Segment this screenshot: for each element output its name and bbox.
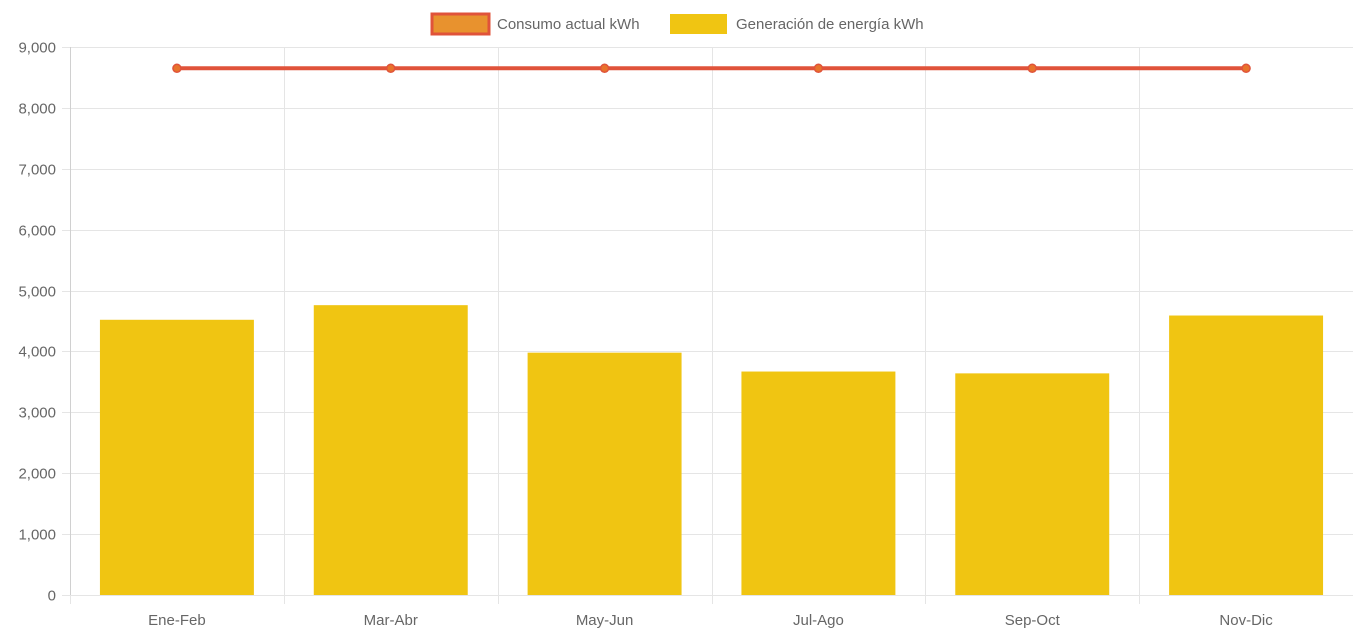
bar-generacion[interactable] <box>741 371 896 595</box>
x-tick-label: Mar-Abr <box>364 612 418 629</box>
bar-generacion[interactable] <box>527 352 682 595</box>
legend-label-generacion[interactable]: Generación de energía kWh <box>736 16 924 33</box>
y-axis: 0 1,000 2,000 3,000 4,000 5,000 6,000 7,000 8,00… <box>18 40 71 605</box>
y-tick-label: 2,000 <box>18 466 56 483</box>
bar-generacion[interactable] <box>955 373 1110 595</box>
legend-label-consumo[interactable]: Consumo actual kWh <box>497 16 640 33</box>
line-series-consumo <box>172 63 1251 74</box>
x-tick-label: Sep-Oct <box>1005 612 1061 629</box>
y-tick-label: 7,000 <box>18 162 56 179</box>
line-point-consumo[interactable] <box>1241 63 1251 74</box>
y-tick-label: 1,000 <box>18 527 56 544</box>
bar-generacion[interactable] <box>313 305 468 595</box>
line-point-consumo[interactable] <box>1027 63 1037 74</box>
x-axis: Ene-Feb Mar-Abr May-Jun Jul-Ago Sep-Oct Nov-D… <box>148 612 1273 629</box>
line-point-consumo[interactable] <box>386 63 396 74</box>
grid <box>62 47 1353 604</box>
bar-series-generacion <box>99 305 1324 595</box>
y-tick-label: 9,000 <box>18 40 56 57</box>
y-tick-label: 3,000 <box>18 405 56 422</box>
line-point-consumo[interactable] <box>813 63 824 74</box>
legend-swatch-generacion[interactable] <box>670 14 727 34</box>
x-tick-label: Ene-Feb <box>148 612 206 629</box>
y-tick-label: 8,000 <box>18 101 56 118</box>
line-point-consumo[interactable] <box>172 63 182 74</box>
x-tick-label: Nov-Dic <box>1219 612 1273 629</box>
y-tick-label: 0 <box>48 588 56 605</box>
y-tick-label: 5,000 <box>18 284 56 301</box>
y-tick-label: 4,000 <box>18 344 56 361</box>
x-tick-label: May-Jun <box>576 612 634 629</box>
bar-generacion[interactable] <box>99 319 254 595</box>
legend: Consumo actual kWh Generación de energía… <box>430 12 924 36</box>
y-tick-label: 6,000 <box>18 223 56 240</box>
bar-generacion[interactable] <box>1169 315 1324 595</box>
line-point-consumo[interactable] <box>599 63 610 74</box>
legend-swatch-consumo[interactable] <box>430 12 491 36</box>
x-tick-label: Jul-Ago <box>793 612 844 629</box>
